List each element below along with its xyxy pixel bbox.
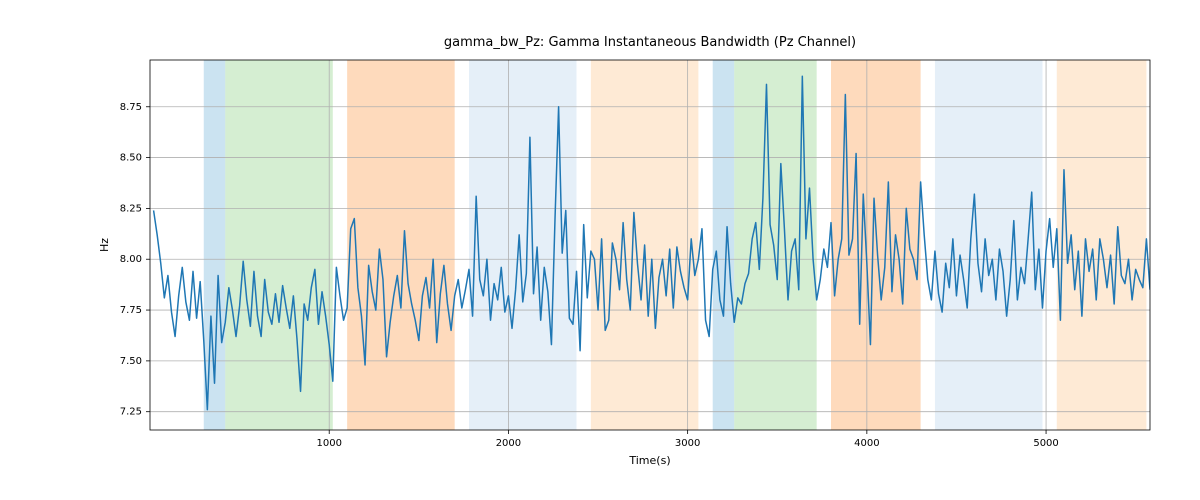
x-tick-label: 1000 — [316, 438, 341, 449]
y-tick-label: 7.25 — [120, 407, 142, 418]
y-axis-label: Hz — [98, 238, 111, 252]
region-3 — [469, 60, 577, 430]
line-chart: 1000 2000 3000 4000 5000 7.25 7.50 7.75 8.00 8.25… — [0, 0, 1200, 500]
region-2 — [347, 60, 455, 430]
region-5 — [713, 60, 735, 430]
chart-container: 1000 2000 3000 4000 5000 7.25 7.50 7.75 8.00 8.25… — [0, 0, 1200, 500]
y-tick-label: 8.00 — [120, 254, 142, 265]
y-tick-label: 8.25 — [120, 203, 142, 214]
x-tick-label: 2000 — [496, 438, 521, 449]
x-tick-label: 3000 — [675, 438, 700, 449]
x-tick-label: 5000 — [1033, 438, 1058, 449]
x-axis-label: Time(s) — [628, 454, 670, 467]
region-1 — [225, 60, 333, 430]
region-6 — [734, 60, 816, 430]
chart-title: gamma_bw_Pz: Gamma Instantaneous Bandwid… — [444, 35, 856, 50]
region-8 — [935, 60, 1043, 430]
y-tick-label: 7.50 — [120, 356, 142, 367]
y-tick-label: 7.75 — [120, 305, 142, 316]
x-tick-label: 4000 — [854, 438, 879, 449]
y-tick-label: 8.75 — [120, 102, 142, 113]
y-tick-label: 8.50 — [120, 153, 142, 164]
